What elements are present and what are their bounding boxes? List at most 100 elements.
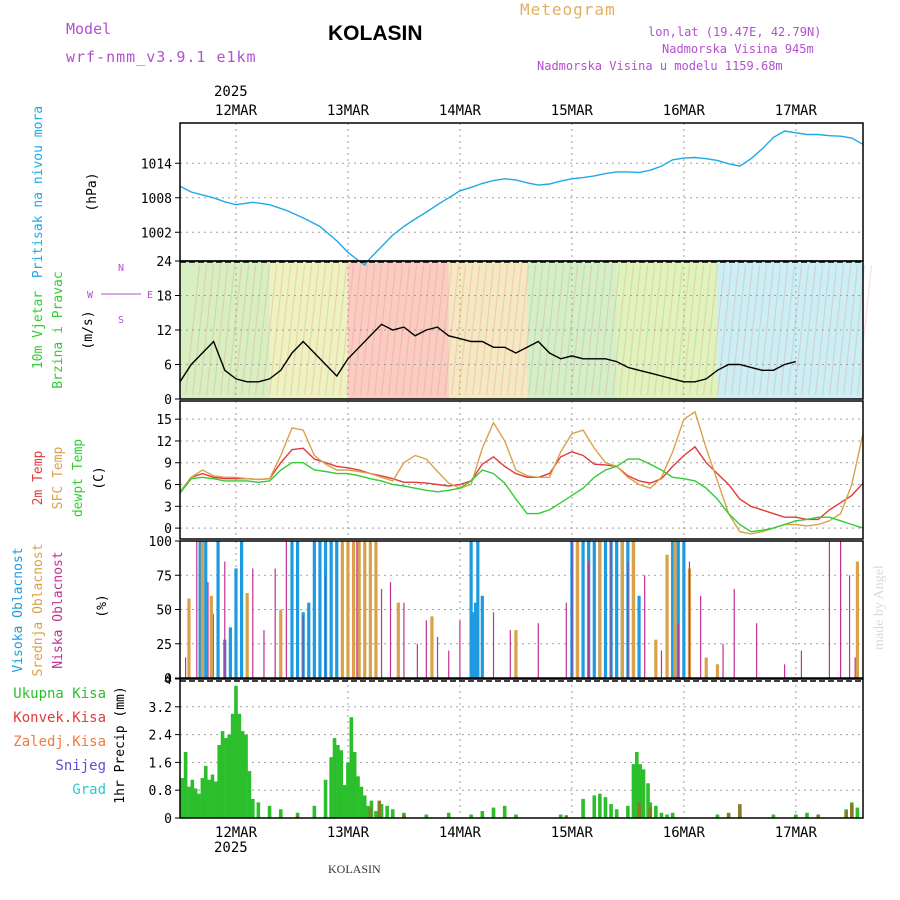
wind-barb-stroke [198,264,215,396]
wind-barb-stroke [464,264,481,396]
wind-barb-stroke [282,264,299,396]
wind-barb-stroke [415,264,432,396]
wind-barb-stroke [667,264,684,396]
cloud-bar [565,602,567,678]
precipitation-bar [237,713,242,818]
precipitation-bar [805,812,809,818]
precipitation-bar [349,717,354,818]
cloud-bar [631,541,636,678]
wind-direction-band [180,261,270,399]
precipitation-bar [207,779,211,818]
wind-barb-stroke [583,264,600,396]
wind-barb-stroke [674,264,691,396]
cloud-bar [715,664,720,678]
cloud-bar [290,541,294,678]
cloud-bar [848,575,851,678]
wind-barb-stroke [590,264,607,396]
precipitation-bar [295,812,300,818]
y-tick-label: 6 [164,479,172,494]
precipitation-bar [855,807,860,818]
wind-barb-stroke [702,264,719,396]
wind-barb-stroke [744,264,761,396]
precipitation-bar [794,814,798,818]
y-tick-label: 2.4 [149,729,173,744]
precipitation-bar [726,812,731,818]
cloud-bar [425,620,427,678]
wind-barb-stroke [261,264,278,396]
altitude-text: Nadmorska Visina 945m [662,42,814,56]
cloud-bar [598,541,602,678]
precipitation-bar [256,802,261,818]
precipitation-bar [638,764,642,818]
cloud-bar [448,650,450,678]
year-label-bottom: 2025 [214,840,248,856]
cloud-bar [307,602,311,678]
cloud-bar [416,643,418,678]
cloud-bar [660,650,663,678]
cloud-bar [682,541,686,678]
wind-direction-band [717,261,863,399]
wind-barb-stroke [828,264,845,396]
model-label: Model [66,20,112,38]
y-tick-label: 6 [164,359,172,374]
precipitation-bar [336,745,340,818]
precipitation-bar [352,751,357,818]
cloud-bar [204,541,208,678]
wind-barb-stroke [842,264,859,396]
cloud-bar [263,630,265,678]
wind-barb-stroke [492,264,509,396]
wind-barb-stroke [660,264,677,396]
cloud-bar [469,541,473,678]
wind-barb-stroke [541,264,558,396]
cloud-bar [285,541,287,678]
cloud-bar [840,541,842,678]
cloud-bar [571,541,573,678]
wind-barb-stroke [429,264,446,396]
precipitation-bar [295,816,300,818]
temp-title-label-3: dewpt Temp [71,439,86,517]
y-tick-label: 0 [164,672,172,687]
precipitation-bar [234,685,238,818]
day-label-bottom: 14MAR [439,825,482,841]
cloud-bar [665,554,669,678]
precipitation-bar [247,771,252,818]
precipitation-bar [558,814,563,818]
wind-barb-stroke [681,264,698,396]
cloud-bar [854,657,856,678]
temp-title-label-2: SFC Temp [51,447,66,510]
y-tick-label: 12 [156,324,172,339]
precipitation-bar [609,804,613,818]
wind-barb-stroke [450,264,467,396]
cloud-bar [492,612,495,678]
day-label-top: 13MAR [327,103,370,119]
cloud-bar [588,561,590,678]
cloud-bar [459,620,461,678]
y-tick-label: 18 [156,290,172,305]
wind-barb-stroke [471,264,488,396]
compass-w: W [87,290,94,301]
cloud-bar [855,561,860,678]
y-tick-label: 4 [164,673,172,688]
wind-barb-stroke [835,264,852,396]
day-label-top: 16MAR [663,103,706,119]
day-label-top: 17MAR [775,103,818,119]
wind-title-label-1: 10m Vjetar [31,291,46,369]
cloud-bar [537,623,539,678]
year-label-top: 2025 [214,84,248,100]
precipitation-bar [816,814,821,818]
cloud-bar [722,643,724,678]
precipitation-bar [564,815,569,818]
wind-barb-stroke [499,264,516,396]
wind-barb-stroke [296,264,313,396]
cloud-bar [198,541,202,678]
cloud-bar [389,582,392,678]
day-label-top: 14MAR [439,103,482,119]
cloud-bar [480,595,484,678]
precipitation-bar [637,802,641,818]
cloud-bar [207,582,209,678]
wind-barb-stroke [506,264,523,396]
y-tick-label: 100 [149,535,172,550]
precipitation-bar [598,793,602,818]
day-label-bottom: 12MAR [215,825,258,841]
